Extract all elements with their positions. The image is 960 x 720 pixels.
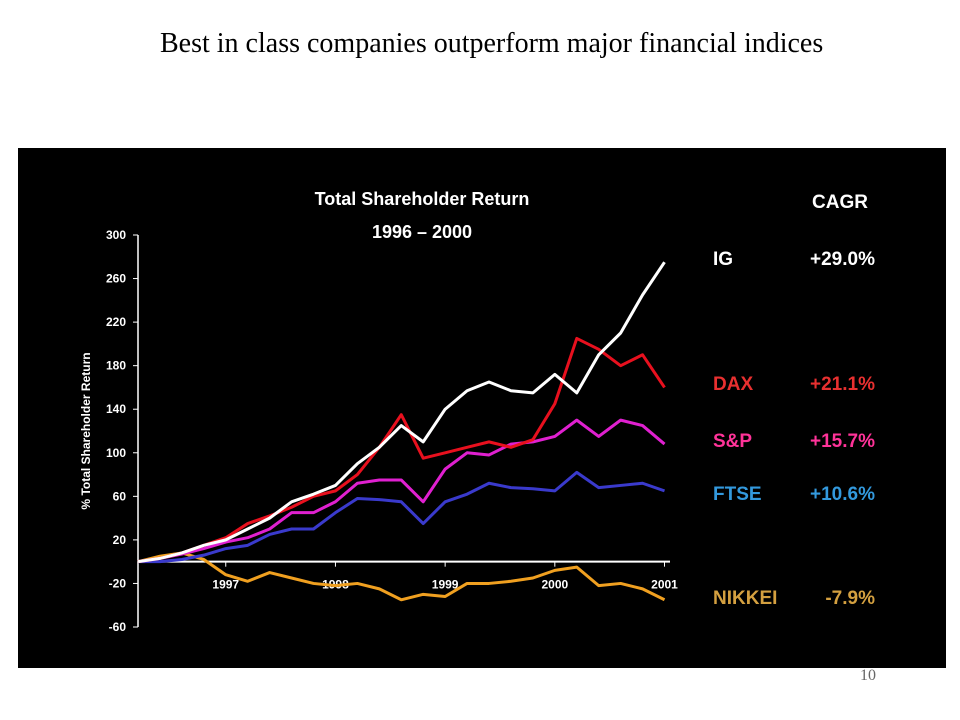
page-number: 10 [860, 667, 876, 684]
legend-name: DAX [713, 374, 753, 395]
y-axis-label: % Total Shareholder Return [79, 352, 93, 509]
legend-cagr: +10.6% [810, 484, 875, 505]
series-line [137, 551, 666, 602]
x-tick-label: 2000 [541, 578, 568, 592]
slide-title: Best in class companies outperform major… [160, 28, 823, 59]
chart-title: Total Shareholder Return [315, 189, 530, 209]
y-tick-label: -20 [109, 576, 127, 590]
series-line [137, 418, 666, 564]
chart-panel [18, 148, 946, 668]
y-tick-label: 180 [106, 359, 126, 373]
y-tick-label: 220 [106, 315, 126, 329]
series-line [137, 261, 666, 564]
legend-name: NIKKEI [713, 588, 777, 609]
series-line [137, 336, 666, 564]
legend-name: S&P [713, 431, 752, 452]
legend-name: FTSE [713, 484, 762, 505]
chart-subtitle: 1996 – 2000 [372, 222, 472, 242]
legend-name: IG [713, 249, 733, 270]
legend-cagr: +29.0% [810, 249, 875, 270]
y-tick-label: 100 [106, 446, 126, 460]
legend-cagr: +15.7% [810, 431, 875, 452]
y-tick-label: 60 [113, 489, 127, 503]
x-tick-label: 1997 [212, 578, 239, 592]
legend-cagr: +21.1% [810, 374, 875, 395]
y-tick-label: 20 [113, 533, 127, 547]
x-tick-label: 1999 [432, 578, 459, 592]
y-tick-label: -60 [109, 620, 127, 634]
y-tick-label: 140 [106, 402, 126, 416]
legend-cagr: -7.9% [825, 588, 875, 609]
y-tick-label: 260 [106, 272, 126, 286]
series-line [138, 470, 666, 564]
y-tick-label: 300 [106, 228, 126, 242]
x-tick-label: 2001 [651, 578, 678, 592]
legend-header: CAGR [812, 192, 868, 213]
